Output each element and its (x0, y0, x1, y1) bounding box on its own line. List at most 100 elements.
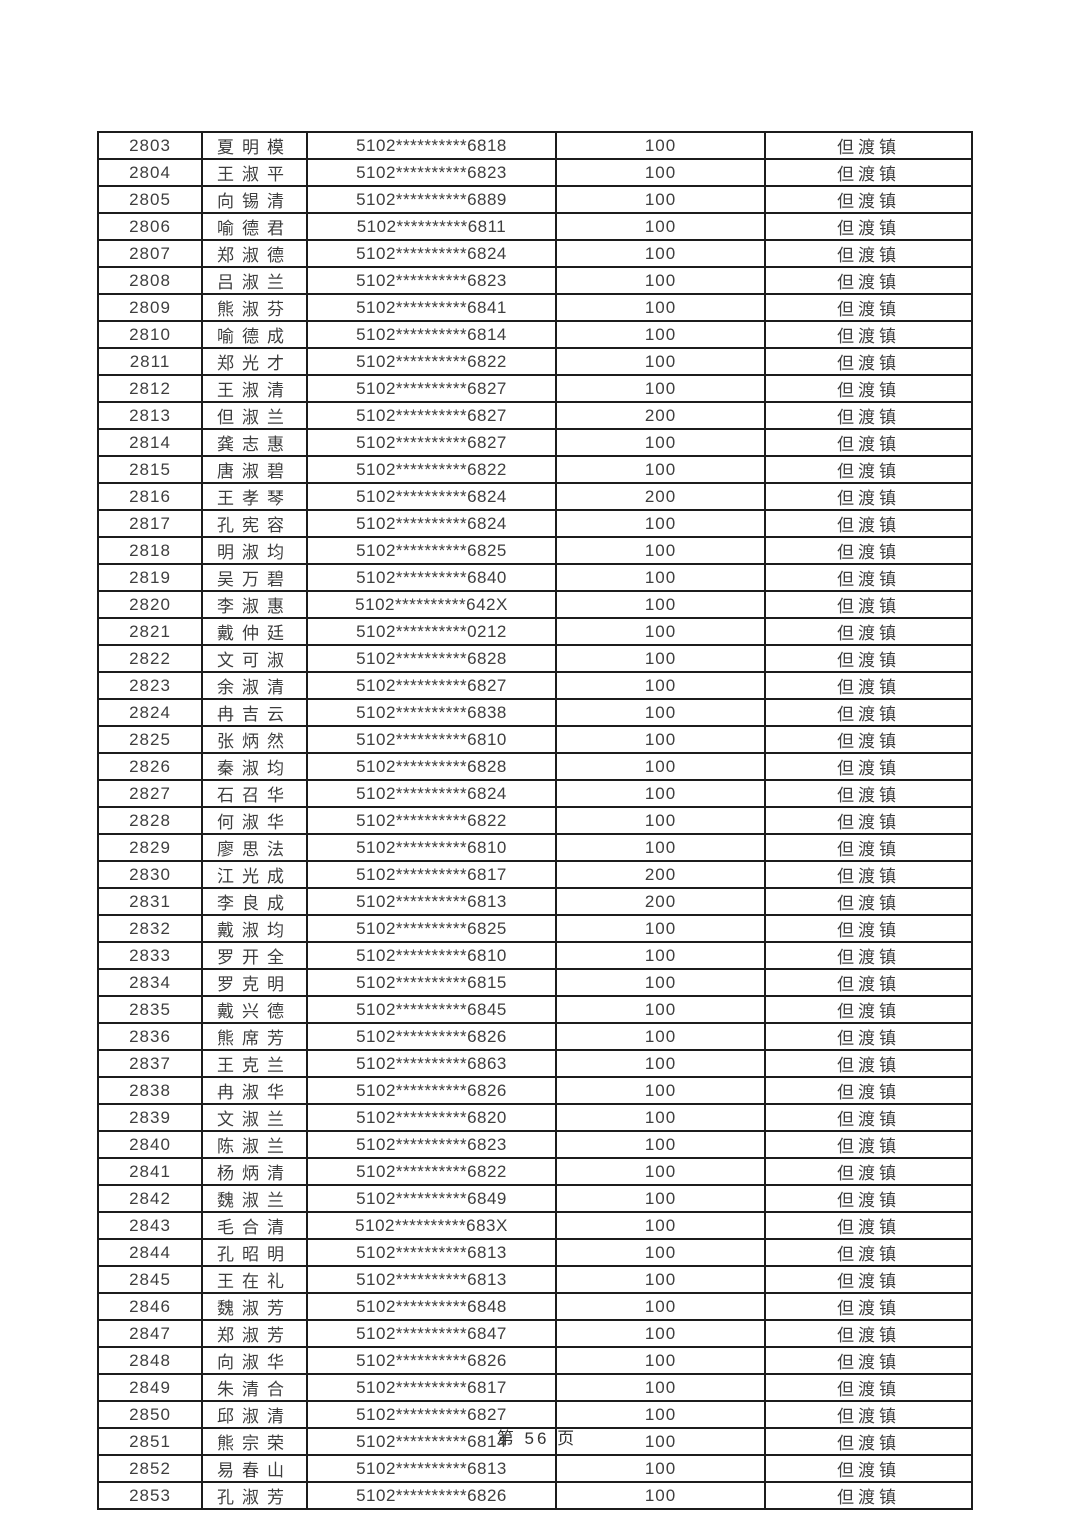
cell-sequence-number: 2835 (97, 995, 203, 1024)
cell-sequence-number: 2840 (97, 1130, 203, 1159)
cell-town: 但渡镇 (764, 1049, 973, 1078)
cell-person-name: 罗克明 (201, 968, 308, 997)
cell-town: 但渡镇 (764, 563, 973, 592)
cell-person-name: 孔淑芳 (201, 1481, 308, 1510)
cell-masked-id-number: 5102**********6822 (306, 1157, 557, 1186)
cell-sequence-number: 2809 (97, 293, 203, 322)
cell-town: 但渡镇 (764, 1292, 973, 1321)
cell-person-name: 何淑华 (201, 806, 308, 835)
cell-person-name: 杨炳清 (201, 1157, 308, 1186)
cell-amount: 200 (555, 860, 766, 889)
cell-masked-id-number: 5102**********6827 (306, 401, 557, 430)
cell-amount: 100 (555, 347, 766, 376)
table-row: 2834 罗克明 5102**********6815 100 但渡镇 (97, 968, 973, 997)
cell-masked-id-number: 5102**********6841 (306, 293, 557, 322)
cell-town: 但渡镇 (764, 617, 973, 646)
cell-masked-id-number: 5102**********6825 (306, 536, 557, 565)
cell-sequence-number: 2819 (97, 563, 203, 592)
cell-amount: 100 (555, 185, 766, 214)
table-row: 2836 熊席芳 5102**********6826 100 但渡镇 (97, 1022, 973, 1051)
cell-amount: 100 (555, 266, 766, 295)
cell-amount: 100 (555, 239, 766, 268)
table-row: 2843 毛合清 5102**********683X 100 但渡镇 (97, 1211, 973, 1240)
cell-masked-id-number: 5102**********6817 (306, 860, 557, 889)
cell-town: 但渡镇 (764, 671, 973, 700)
table-row: 2833 罗开全 5102**********6810 100 但渡镇 (97, 941, 973, 970)
cell-sequence-number: 2845 (97, 1265, 203, 1294)
cell-sequence-number: 2849 (97, 1373, 203, 1402)
cell-masked-id-number: 5102**********6828 (306, 644, 557, 673)
cell-amount: 100 (555, 752, 766, 781)
cell-sequence-number: 2806 (97, 212, 203, 241)
cell-sequence-number: 2815 (97, 455, 203, 484)
cell-masked-id-number: 5102**********6826 (306, 1022, 557, 1051)
cell-person-name: 李良成 (201, 887, 308, 916)
cell-town: 但渡镇 (764, 1481, 973, 1510)
cell-town: 但渡镇 (764, 887, 973, 916)
cell-masked-id-number: 5102**********6822 (306, 806, 557, 835)
table-row: 2828 何淑华 5102**********6822 100 但渡镇 (97, 806, 973, 835)
table-row: 2819 吴万碧 5102**********6840 100 但渡镇 (97, 563, 973, 592)
cell-town: 但渡镇 (764, 266, 973, 295)
cell-amount: 100 (555, 1103, 766, 1132)
table-row: 2821 戴仲廷 5102**********0212 100 但渡镇 (97, 617, 973, 646)
cell-town: 但渡镇 (764, 698, 973, 727)
cell-town: 但渡镇 (764, 1238, 973, 1267)
table-row: 2806 喻德君 5102**********6811 100 但渡镇 (97, 212, 973, 241)
table-row: 2831 李良成 5102**********6813 200 但渡镇 (97, 887, 973, 916)
cell-amount: 100 (555, 158, 766, 187)
table-row: 2814 龚志惠 5102**********6827 100 但渡镇 (97, 428, 973, 457)
cell-sequence-number: 2847 (97, 1319, 203, 1348)
cell-masked-id-number: 5102**********6810 (306, 941, 557, 970)
cell-masked-id-number: 5102**********6817 (306, 1373, 557, 1402)
cell-amount: 100 (555, 671, 766, 700)
cell-masked-id-number: 5102**********6889 (306, 185, 557, 214)
cell-sequence-number: 2810 (97, 320, 203, 349)
cell-masked-id-number: 5102**********683X (306, 1211, 557, 1240)
table-row: 2818 明淑均 5102**********6825 100 但渡镇 (97, 536, 973, 565)
cell-sequence-number: 2832 (97, 914, 203, 943)
cell-person-name: 冉吉云 (201, 698, 308, 727)
cell-amount: 100 (555, 1157, 766, 1186)
cell-sequence-number: 2827 (97, 779, 203, 808)
cell-masked-id-number: 5102**********6823 (306, 158, 557, 187)
cell-person-name: 向淑华 (201, 1346, 308, 1375)
table-row: 2810 喻德成 5102**********6814 100 但渡镇 (97, 320, 973, 349)
table-row: 2847 郑淑芳 5102**********6847 100 但渡镇 (97, 1319, 973, 1348)
cell-town: 但渡镇 (764, 1076, 973, 1105)
table-row: 2848 向淑华 5102**********6826 100 但渡镇 (97, 1346, 973, 1375)
cell-sequence-number: 2820 (97, 590, 203, 619)
cell-person-name: 王孝琴 (201, 482, 308, 511)
cell-sequence-number: 2808 (97, 266, 203, 295)
cell-sequence-number: 2811 (97, 347, 203, 376)
cell-person-name: 喻德君 (201, 212, 308, 241)
cell-town: 但渡镇 (764, 212, 973, 241)
cell-masked-id-number: 5102**********6849 (306, 1184, 557, 1213)
cell-town: 但渡镇 (764, 941, 973, 970)
cell-town: 但渡镇 (764, 1427, 973, 1456)
cell-person-name: 陈淑兰 (201, 1130, 308, 1159)
table-body: 2803 夏明模 5102**********6818 100 但渡镇 2804… (97, 131, 973, 1510)
cell-amount: 100 (555, 1049, 766, 1078)
cell-person-name: 夏明模 (201, 131, 308, 160)
cell-masked-id-number: 5102**********642X (306, 590, 557, 619)
cell-masked-id-number: 5102**********6827 (306, 428, 557, 457)
cell-sequence-number: 2851 (97, 1427, 203, 1456)
cell-town: 但渡镇 (764, 1346, 973, 1375)
cell-amount: 100 (555, 995, 766, 1024)
cell-town: 但渡镇 (764, 644, 973, 673)
table-row: 2827 石召华 5102**********6824 100 但渡镇 (97, 779, 973, 808)
cell-sequence-number: 2848 (97, 1346, 203, 1375)
cell-person-name: 余淑清 (201, 671, 308, 700)
table-row: 2850 邱淑清 5102**********6827 100 但渡镇 (97, 1400, 973, 1429)
cell-amount: 100 (555, 1454, 766, 1483)
cell-amount: 100 (555, 563, 766, 592)
cell-sequence-number: 2830 (97, 860, 203, 889)
cell-sequence-number: 2816 (97, 482, 203, 511)
cell-amount: 100 (555, 1076, 766, 1105)
cell-amount: 100 (555, 320, 766, 349)
cell-masked-id-number: 5102**********6822 (306, 347, 557, 376)
cell-amount: 100 (555, 212, 766, 241)
cell-amount: 100 (555, 1427, 766, 1456)
table-row: 2803 夏明模 5102**********6818 100 但渡镇 (97, 131, 973, 160)
